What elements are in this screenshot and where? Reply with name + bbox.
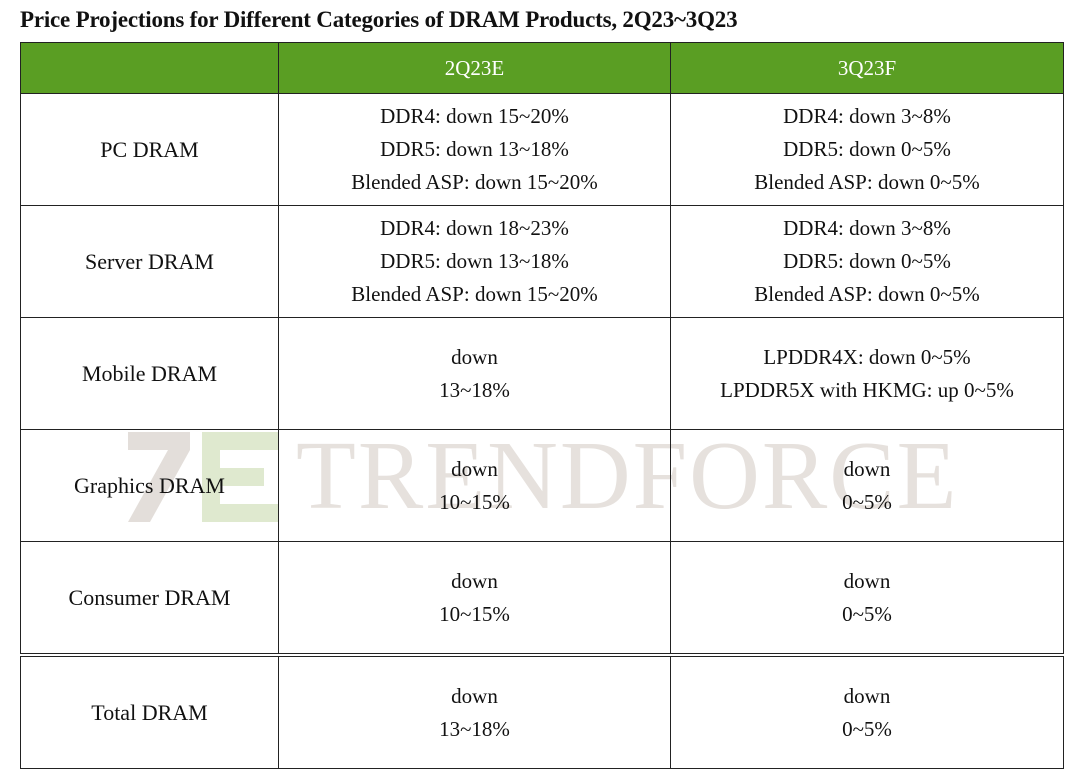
- q2-line: Blended ASP: down 15~20%: [351, 282, 598, 306]
- q3-line: DDR4: down 3~8%: [783, 216, 951, 240]
- q2-line: down: [451, 683, 498, 708]
- q2-line: down: [451, 456, 498, 481]
- category-cell: Mobile DRAM: [20, 317, 279, 430]
- category-cell: Total DRAM: [20, 653, 279, 769]
- header-blank-cell: [20, 42, 279, 94]
- q3-cell: down 0~5%: [670, 541, 1064, 656]
- q2-cell: down 10~15%: [278, 541, 671, 656]
- price-projection-table-container: TRENDFORCE 2Q23E 3Q23F PC DRAM DDR4: dow…: [20, 42, 1064, 769]
- q2-cell: DDR4: down 18~23% DDR5: down 13~18% Blen…: [278, 205, 671, 318]
- table-title: Price Projections for Different Categori…: [20, 7, 738, 32]
- q3-line: down: [843, 568, 891, 593]
- q2-cell: down 13~18%: [278, 317, 671, 430]
- header-3q23f: 3Q23F: [670, 42, 1064, 94]
- table-row-graphics-dram: Graphics DRAM down 10~15% down 0~5%: [20, 429, 1064, 542]
- category-cell: Server DRAM: [20, 205, 279, 318]
- table-body: PC DRAM DDR4: down 15~20% DDR5: down 13~…: [20, 93, 1064, 769]
- q3-line: down: [843, 683, 891, 708]
- q2-line: 10~15%: [439, 601, 510, 626]
- q2-line: 10~15%: [439, 489, 510, 514]
- q3-line: down: [843, 456, 891, 481]
- q3-line: DDR4: down 3~8%: [783, 104, 951, 128]
- q3-line: 0~5%: [842, 489, 892, 514]
- q2-cell: DDR4: down 15~20% DDR5: down 13~18% Blen…: [278, 93, 671, 206]
- table-row-server-dram: Server DRAM DDR4: down 18~23% DDR5: down…: [20, 205, 1064, 318]
- table-row-pc-dram: PC DRAM DDR4: down 15~20% DDR5: down 13~…: [20, 93, 1064, 206]
- q2-cell: down 13~18%: [278, 653, 671, 769]
- q3-cell: LPDDR4X: down 0~5% LPDDR5X with HKMG: up…: [670, 317, 1064, 430]
- category-cell: Consumer DRAM: [20, 541, 279, 656]
- q3-line: DDR5: down 0~5%: [783, 249, 951, 273]
- q3-line: LPDDR5X with HKMG: up 0~5%: [720, 377, 1014, 402]
- header-2q23e: 2Q23E: [278, 42, 671, 94]
- q2-line: DDR5: down 13~18%: [380, 249, 569, 273]
- q3-line: Blended ASP: down 0~5%: [754, 282, 980, 306]
- category-cell: Graphics DRAM: [20, 429, 279, 542]
- category-cell: PC DRAM: [20, 93, 279, 206]
- table-row-mobile-dram: Mobile DRAM down 13~18% LPDDR4X: down 0~…: [20, 317, 1064, 430]
- price-projection-table: 2Q23E 3Q23F PC DRAM DDR4: down 15~20% DD…: [20, 42, 1064, 769]
- q3-line: LPDDR4X: down 0~5%: [763, 344, 971, 369]
- q3-cell: DDR4: down 3~8% DDR5: down 0~5% Blended …: [670, 205, 1064, 318]
- q3-line: 0~5%: [842, 716, 892, 741]
- q2-line: DDR5: down 13~18%: [380, 137, 569, 161]
- q2-cell: down 10~15%: [278, 429, 671, 542]
- q3-line: DDR5: down 0~5%: [783, 137, 951, 161]
- table-header-row: 2Q23E 3Q23F: [20, 42, 1064, 94]
- table-row-consumer-dram: Consumer DRAM down 10~15% down 0~5%: [20, 541, 1064, 656]
- q2-line: DDR4: down 18~23%: [380, 216, 569, 240]
- q2-line: Blended ASP: down 15~20%: [351, 170, 598, 194]
- q2-line: 13~18%: [439, 716, 510, 741]
- q3-cell: DDR4: down 3~8% DDR5: down 0~5% Blended …: [670, 93, 1064, 206]
- q3-cell: down 0~5%: [670, 653, 1064, 769]
- q2-line: 13~18%: [439, 377, 510, 402]
- q3-line: 0~5%: [842, 601, 892, 626]
- q2-line: down: [451, 344, 498, 369]
- table-row-total-dram: Total DRAM down 13~18% down 0~5%: [20, 653, 1064, 769]
- q3-cell: down 0~5%: [670, 429, 1064, 542]
- q2-line: down: [451, 568, 498, 593]
- q2-line: DDR4: down 15~20%: [380, 104, 569, 128]
- q3-line: Blended ASP: down 0~5%: [754, 170, 980, 194]
